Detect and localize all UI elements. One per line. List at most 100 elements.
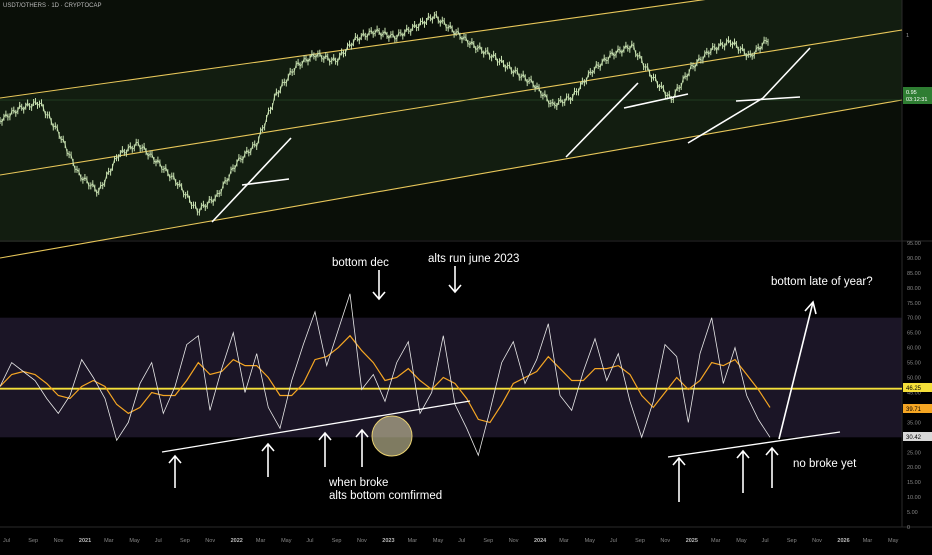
rsi-badge-value: 30.42 <box>906 435 922 441</box>
annotation-when-broke: when broke <box>328 477 388 489</box>
time-tick-label: Nov <box>205 538 215 544</box>
annotation-no-broke: no broke yet <box>793 458 857 470</box>
channel-fill <box>0 0 902 258</box>
price-series <box>0 13 769 213</box>
rsi-ma-badge-value: 39.71 <box>906 407 922 413</box>
rsi-tick-label: 65.00 <box>907 331 921 337</box>
rsi-tick-label: 95.00 <box>907 241 921 247</box>
rsi-tick-label: 60.00 <box>907 346 921 352</box>
arrow-up-4 <box>355 428 369 467</box>
price-badge-value: 0.95 <box>906 90 917 96</box>
time-axis: Jul Sep Nov 2021 Mar May Jul Sep Nov 2022 Mar May Ju… <box>3 538 899 544</box>
time-tick-label: 2022 <box>231 538 243 544</box>
price-badge <box>903 87 932 104</box>
rsi-mid-badge-value: 46.25 <box>906 386 922 392</box>
rsi-tick-label: 0 <box>907 525 910 531</box>
rsi-tick-label: 25.00 <box>907 450 921 456</box>
symbol-header: USDT/OTHERS · 1D · CRYPTOCAP <box>3 3 102 9</box>
annotation-arrows <box>168 266 817 502</box>
time-tick-label: Sep <box>787 538 797 544</box>
rsi-tick-label: 80.00 <box>907 286 921 292</box>
price-trendline-3 <box>565 82 639 158</box>
time-tick-label: 2021 <box>79 538 91 544</box>
time-tick-label: Mar <box>711 538 721 544</box>
time-tick-label: Jul <box>610 538 617 544</box>
rsi-line <box>0 293 771 457</box>
rsi-tick-label: 35.00 <box>907 420 921 426</box>
time-tick-label: Mar <box>559 538 569 544</box>
price-candles <box>0 11 769 216</box>
time-tick-label: 2026 <box>837 538 849 544</box>
price-badge-time: 03:12:31 <box>906 97 927 103</box>
arrow-down-2 <box>448 266 462 294</box>
time-tick-label: Jul <box>155 538 162 544</box>
price-trendline-2 <box>241 178 290 186</box>
rsi-support-line-1 <box>161 400 471 453</box>
arrow-up-1 <box>168 454 182 488</box>
time-tick-label: Mar <box>863 538 873 544</box>
price-trendline-6 <box>735 96 801 102</box>
time-tick-label: Sep <box>28 538 38 544</box>
time-tick-label: Mar <box>408 538 418 544</box>
channel-lower-line <box>0 99 903 259</box>
rsi-tick-label: 50.00 <box>907 376 921 382</box>
rsi-mid-badge <box>903 383 932 392</box>
rsi-tick-label: 20.00 <box>907 465 921 471</box>
rsi-support-line-2 <box>667 431 841 458</box>
rsi-tick-label: 75.00 <box>907 301 921 307</box>
time-tick-label: 2023 <box>382 538 394 544</box>
time-tick-label: Mar <box>104 538 114 544</box>
rsi-badge <box>903 432 932 441</box>
annotation-bottom-dec: bottom dec <box>332 257 389 269</box>
time-tick-label: May <box>888 538 899 544</box>
price-trendline-7 <box>762 47 811 99</box>
arrow-up-2 <box>261 442 275 477</box>
arrow-up-6 <box>736 449 750 493</box>
price-axis-tick: 1 <box>906 33 909 39</box>
time-tick-label: Jul <box>762 538 769 544</box>
annotation-alts-run: alts run june 2023 <box>428 253 519 265</box>
time-tick-label: Sep <box>180 538 190 544</box>
arrow-projection <box>778 300 817 440</box>
time-tick-label: Nov <box>357 538 367 544</box>
price-trendline-1 <box>211 137 292 223</box>
time-tick-label: May <box>433 538 444 544</box>
rsi-tick-label: 85.00 <box>907 271 921 277</box>
rsi-tick-label: 10.00 <box>907 495 921 501</box>
time-tick-label: May <box>736 538 747 544</box>
rsi-tick-label: 5.00 <box>907 510 918 516</box>
time-tick-label: 2024 <box>534 538 547 544</box>
rsi-tick-label: 90.00 <box>907 256 921 262</box>
time-tick-label: May <box>281 538 292 544</box>
break-highlight-circle <box>371 415 413 457</box>
rsi-ma-badge <box>903 404 932 413</box>
annotation-bottom-late: bottom late of year? <box>771 276 873 288</box>
time-tick-label: 2025 <box>686 538 698 544</box>
rsi-tick-label: 70.00 <box>907 316 921 322</box>
arrow-up-7 <box>765 446 779 488</box>
time-tick-label: Nov <box>509 538 519 544</box>
time-tick-label: Nov <box>812 538 822 544</box>
price-trendline-5 <box>687 97 764 144</box>
time-tick-label: Sep <box>483 538 493 544</box>
rsi-band <box>0 317 902 438</box>
rsi-tick-label: 15.00 <box>907 480 921 486</box>
arrow-up-5 <box>672 456 686 502</box>
time-tick-label: Mar <box>256 538 266 544</box>
time-tick-label: Nov <box>660 538 670 544</box>
time-tick-label: May <box>129 538 140 544</box>
rsi-tick-label: 45.00 <box>907 391 921 397</box>
time-tick-label: Sep <box>635 538 645 544</box>
annotation-alts-bottom: alts bottom comfirmed <box>329 490 442 502</box>
time-tick-label: Nov <box>54 538 64 544</box>
time-tick-label: Jul <box>306 538 313 544</box>
channel-top-line <box>0 0 706 99</box>
rsi-ma-line <box>0 334 771 424</box>
time-tick-label: May <box>585 538 596 544</box>
rsi-tick-label: 55.00 <box>907 361 921 367</box>
arrow-down-1 <box>372 270 386 301</box>
arrow-up-3 <box>318 431 332 467</box>
time-tick-label: Sep <box>332 538 342 544</box>
